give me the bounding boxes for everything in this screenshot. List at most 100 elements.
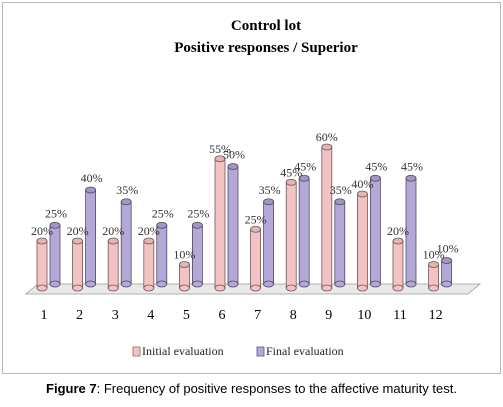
data-label-initial-8: 45% xyxy=(280,165,302,179)
bar-final-6-base xyxy=(227,280,239,288)
x-tick-labels-group: 1 2 3 4 5 6 7 8 9 10 11 12 xyxy=(41,308,443,323)
bar-initial-4-base xyxy=(143,284,155,292)
data-label-final-10: 45% xyxy=(365,159,387,173)
bar-group-9 xyxy=(321,143,346,292)
bar-final-2-top xyxy=(85,186,96,194)
bar-initial-12-top xyxy=(428,261,440,268)
bar-chart: 20%25%20%40%20%35%20%25%10%25%55%50%25%3… xyxy=(24,18,482,358)
bar-initial-1-base xyxy=(36,284,48,292)
bar-initial-1-body xyxy=(36,240,48,289)
bar-initial-6-top xyxy=(214,155,226,163)
bar-group-3 xyxy=(107,198,132,292)
bar-initial-11 xyxy=(392,237,404,292)
bar-initial-11-body xyxy=(392,240,404,289)
bar-initial-5 xyxy=(178,261,190,292)
bar-final-7-base xyxy=(263,280,275,288)
bar-final-3 xyxy=(120,198,132,288)
x-tick-label-5: 5 xyxy=(183,308,190,323)
bar-initial-12-body xyxy=(428,264,440,289)
bar-final-3-base xyxy=(120,280,132,288)
data-labels-group: 20%25%20%40%20%35%20%25%10%25%55%50%25%3… xyxy=(31,130,459,262)
data-label-final-11: 45% xyxy=(401,159,423,173)
bar-final-11 xyxy=(405,174,417,288)
bar-group-11 xyxy=(392,174,417,292)
bar-final-9-base xyxy=(334,280,346,288)
chart-frame xyxy=(2,2,501,374)
x-tick-label-1: 1 xyxy=(41,308,48,323)
data-label-initial-1: 20% xyxy=(31,224,53,238)
bar-initial-9-body xyxy=(321,146,333,289)
x-tick-label-12: 12 xyxy=(429,308,443,323)
bar-final-7 xyxy=(263,198,275,288)
bar-final-12-top xyxy=(441,257,453,264)
data-label-initial-7: 25% xyxy=(245,212,267,226)
bar-initial-4-top xyxy=(143,237,155,245)
bar-final-9-body xyxy=(334,201,346,285)
bar-final-4-top xyxy=(156,221,168,229)
bar-initial-8 xyxy=(285,178,297,292)
bar-initial-3-base xyxy=(107,284,119,292)
bar-final-12 xyxy=(441,257,453,288)
bar-final-6-top xyxy=(227,163,239,170)
bar-initial-11-top xyxy=(392,237,404,245)
figure-caption: Figure 7: Frequency of positive response… xyxy=(0,381,503,396)
x-tick-label-2: 2 xyxy=(76,308,83,323)
x-tick-label-6: 6 xyxy=(219,308,226,323)
bar-final-11-base xyxy=(405,280,417,288)
legend-label-initial: Initial evaluation xyxy=(142,344,224,358)
bar-initial-11-base xyxy=(392,284,404,292)
bar-final-8 xyxy=(298,174,310,288)
bar-initial-5-base xyxy=(178,284,190,292)
bar-initial-9-base xyxy=(321,284,333,292)
bar-initial-7-body xyxy=(250,228,262,289)
bar-initial-3-top xyxy=(107,237,119,245)
bar-final-10 xyxy=(369,174,381,288)
bar-final-1-top xyxy=(49,221,61,229)
data-label-final-8: 45% xyxy=(294,159,316,173)
bar-final-9-top xyxy=(334,198,346,206)
bar-final-10-top xyxy=(369,174,381,182)
bar-initial-9-top xyxy=(321,143,333,151)
data-label-final-12: 10% xyxy=(437,242,459,256)
bar-initial-8-body xyxy=(285,181,297,289)
bar-initial-2 xyxy=(72,237,83,292)
bar-initial-8-base xyxy=(285,284,297,292)
bar-initial-7 xyxy=(250,225,262,292)
bars-group xyxy=(36,143,453,292)
bar-initial-10-base xyxy=(356,284,368,292)
bar-initial-6-body xyxy=(214,158,226,289)
bar-final-8-base xyxy=(298,280,310,288)
bar-final-6 xyxy=(227,163,239,288)
bar-final-10-body xyxy=(369,177,381,285)
bar-final-8-body xyxy=(298,177,310,285)
bar-final-4 xyxy=(156,221,168,288)
bar-initial-3 xyxy=(107,237,119,292)
bar-final-6-body xyxy=(227,166,239,285)
x-tick-label-3: 3 xyxy=(112,308,119,323)
bar-final-12-base xyxy=(441,280,453,288)
bar-initial-4-body xyxy=(143,240,155,289)
x-tick-label-7: 7 xyxy=(254,308,261,323)
bar-final-1-base xyxy=(49,280,61,288)
bar-initial-6 xyxy=(214,155,226,292)
data-label-final-5: 25% xyxy=(187,206,209,220)
data-label-final-1: 25% xyxy=(45,206,67,220)
data-label-initial-10: 40% xyxy=(351,177,373,191)
data-label-initial-2: 20% xyxy=(67,224,89,238)
figure-caption-label: Figure 7 xyxy=(46,381,97,396)
data-label-initial-4: 20% xyxy=(138,224,160,238)
bar-group-1 xyxy=(36,221,61,292)
chart-subtitle: Positive responses / Superior xyxy=(174,40,358,56)
bar-final-8-top xyxy=(298,174,310,182)
data-label-final-6: 50% xyxy=(223,148,245,162)
legend-label-final: Final evaluation xyxy=(266,344,344,358)
x-tick-label-9: 9 xyxy=(325,308,332,323)
bar-initial-2-body xyxy=(72,240,83,289)
bar-initial-12 xyxy=(428,261,440,292)
bar-final-1 xyxy=(49,221,61,288)
bar-final-5 xyxy=(191,221,203,288)
x-tick-label-4: 4 xyxy=(147,308,154,323)
bar-group-4 xyxy=(143,221,168,292)
bar-initial-7-base xyxy=(250,284,262,292)
bar-initial-6-base xyxy=(214,284,226,292)
